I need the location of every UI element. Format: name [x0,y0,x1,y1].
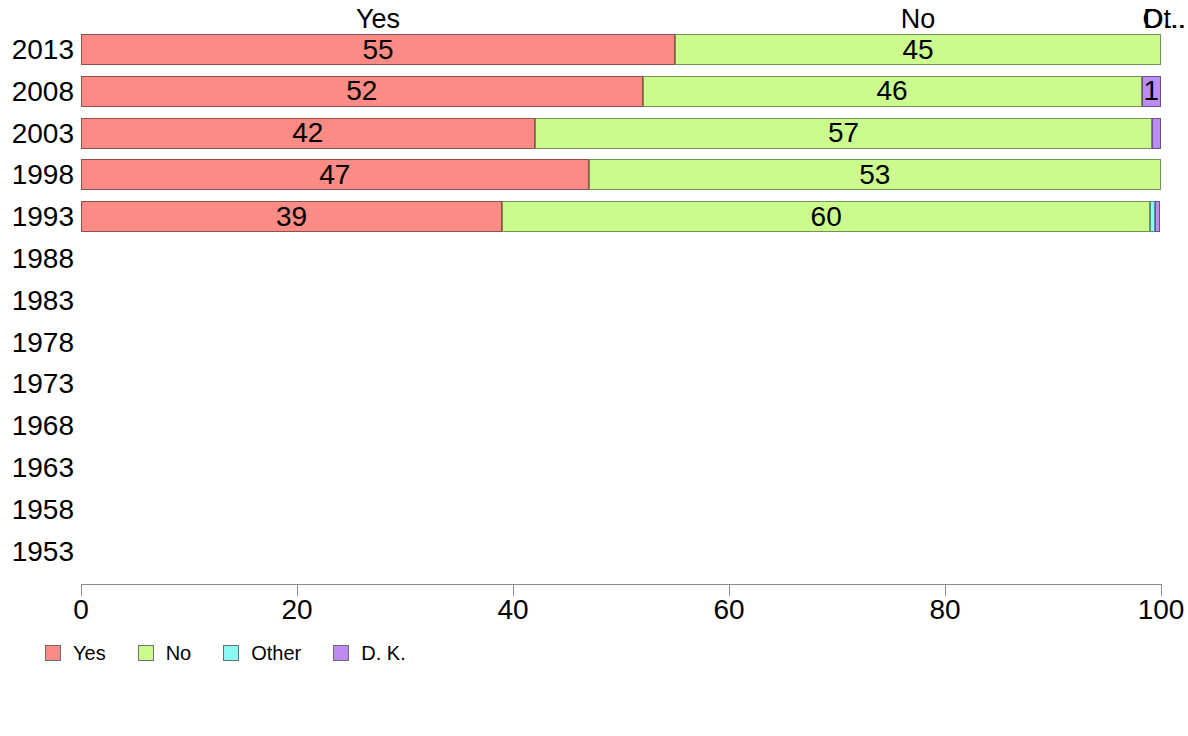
x-axis-line [81,584,1162,585]
bar-segment-yes-1998[interactable]: 47 [81,159,589,190]
bar-segment-yes-2003[interactable]: 42 [81,118,535,149]
bar-segment-yes-2008[interactable]: 52 [81,76,643,107]
legend-item-no[interactable]: No [138,643,192,663]
segment-value-label: 45 [902,34,933,66]
segment-value-label: 39 [276,201,307,233]
segment-value-label: 60 [811,201,842,233]
segment-value-label: 53 [859,159,890,191]
segment-value-label: 46 [876,75,907,107]
segment-value-label: 52 [346,75,377,107]
bar-segment-no-2013[interactable]: 45 [675,34,1161,65]
bar-row-2003: 42 57 [81,118,1161,149]
year-label-1958: 1958 [0,494,74,525]
x-tick-label-40: 40 [497,596,528,624]
x-tick-label-20: 20 [281,596,312,624]
bar-segment-d-k-1993[interactable] [1155,201,1160,232]
bar-segment-no-2008[interactable]: 46 [643,76,1142,107]
year-label-1983: 1983 [0,285,74,316]
legend-swatch-d-k [333,645,349,661]
year-label-1968: 1968 [0,410,74,441]
legend-label: No [166,643,192,663]
segment-value-label: 47 [319,159,350,191]
stacked-bar-chart: YesNoOt..D... 20132008200319981993198819… [0,0,1188,736]
year-label-2003: 2003 [0,118,74,149]
x-tick-label-0: 0 [73,596,89,624]
year-label-1963: 1963 [0,452,74,483]
year-label-1953: 1953 [0,536,74,567]
year-label-1973: 1973 [0,368,74,399]
segment-value-label: 42 [292,117,323,149]
segment-value-label: 57 [828,117,859,149]
bar-row-2008: 52 46 1 [81,76,1161,107]
legend-item-d-k[interactable]: D. K. [333,643,405,663]
bar-segment-no-1998[interactable]: 53 [589,159,1161,190]
legend-label: D. K. [361,643,405,663]
legend-label: Yes [73,643,106,663]
column-header-no: No [901,5,936,33]
bar-segment-no-1993[interactable]: 60 [502,201,1150,232]
x-tick-label-80: 80 [929,596,960,624]
bar-row-1998: 47 53 [81,159,1161,190]
year-label-1993: 1993 [0,201,74,232]
x-tick-label-60: 60 [713,596,744,624]
bar-segment-yes-1993[interactable]: 39 [81,201,502,232]
year-label-2013: 2013 [0,34,74,65]
legend-item-other[interactable]: Other [223,643,301,663]
legend-swatch-yes [45,645,61,661]
legend-swatch-other [223,645,239,661]
column-header-yes: Yes [356,5,400,33]
bar-row-1993: 39 60 [81,201,1160,232]
bar-segment-d-k-2008[interactable]: 1 [1142,76,1161,107]
column-header-d: D... [1143,5,1185,33]
segment-value-label: 1 [1143,75,1159,107]
bar-row-2013: 55 45 [81,34,1161,65]
year-label-2008: 2008 [0,76,74,107]
bar-segment-d-k-2003[interactable] [1152,118,1161,149]
year-label-1988: 1988 [0,243,74,274]
segment-value-label: 55 [362,34,393,66]
bar-segment-no-2003[interactable]: 57 [535,118,1153,149]
legend-label: Other [251,643,301,663]
legend: Yes No Other D. K. [45,643,406,663]
year-label-1998: 1998 [0,159,74,190]
legend-swatch-no [138,645,154,661]
legend-item-yes[interactable]: Yes [45,643,106,663]
x-tick-label-100: 100 [1138,596,1185,624]
year-label-1978: 1978 [0,327,74,358]
bar-segment-yes-2013[interactable]: 55 [81,34,675,65]
